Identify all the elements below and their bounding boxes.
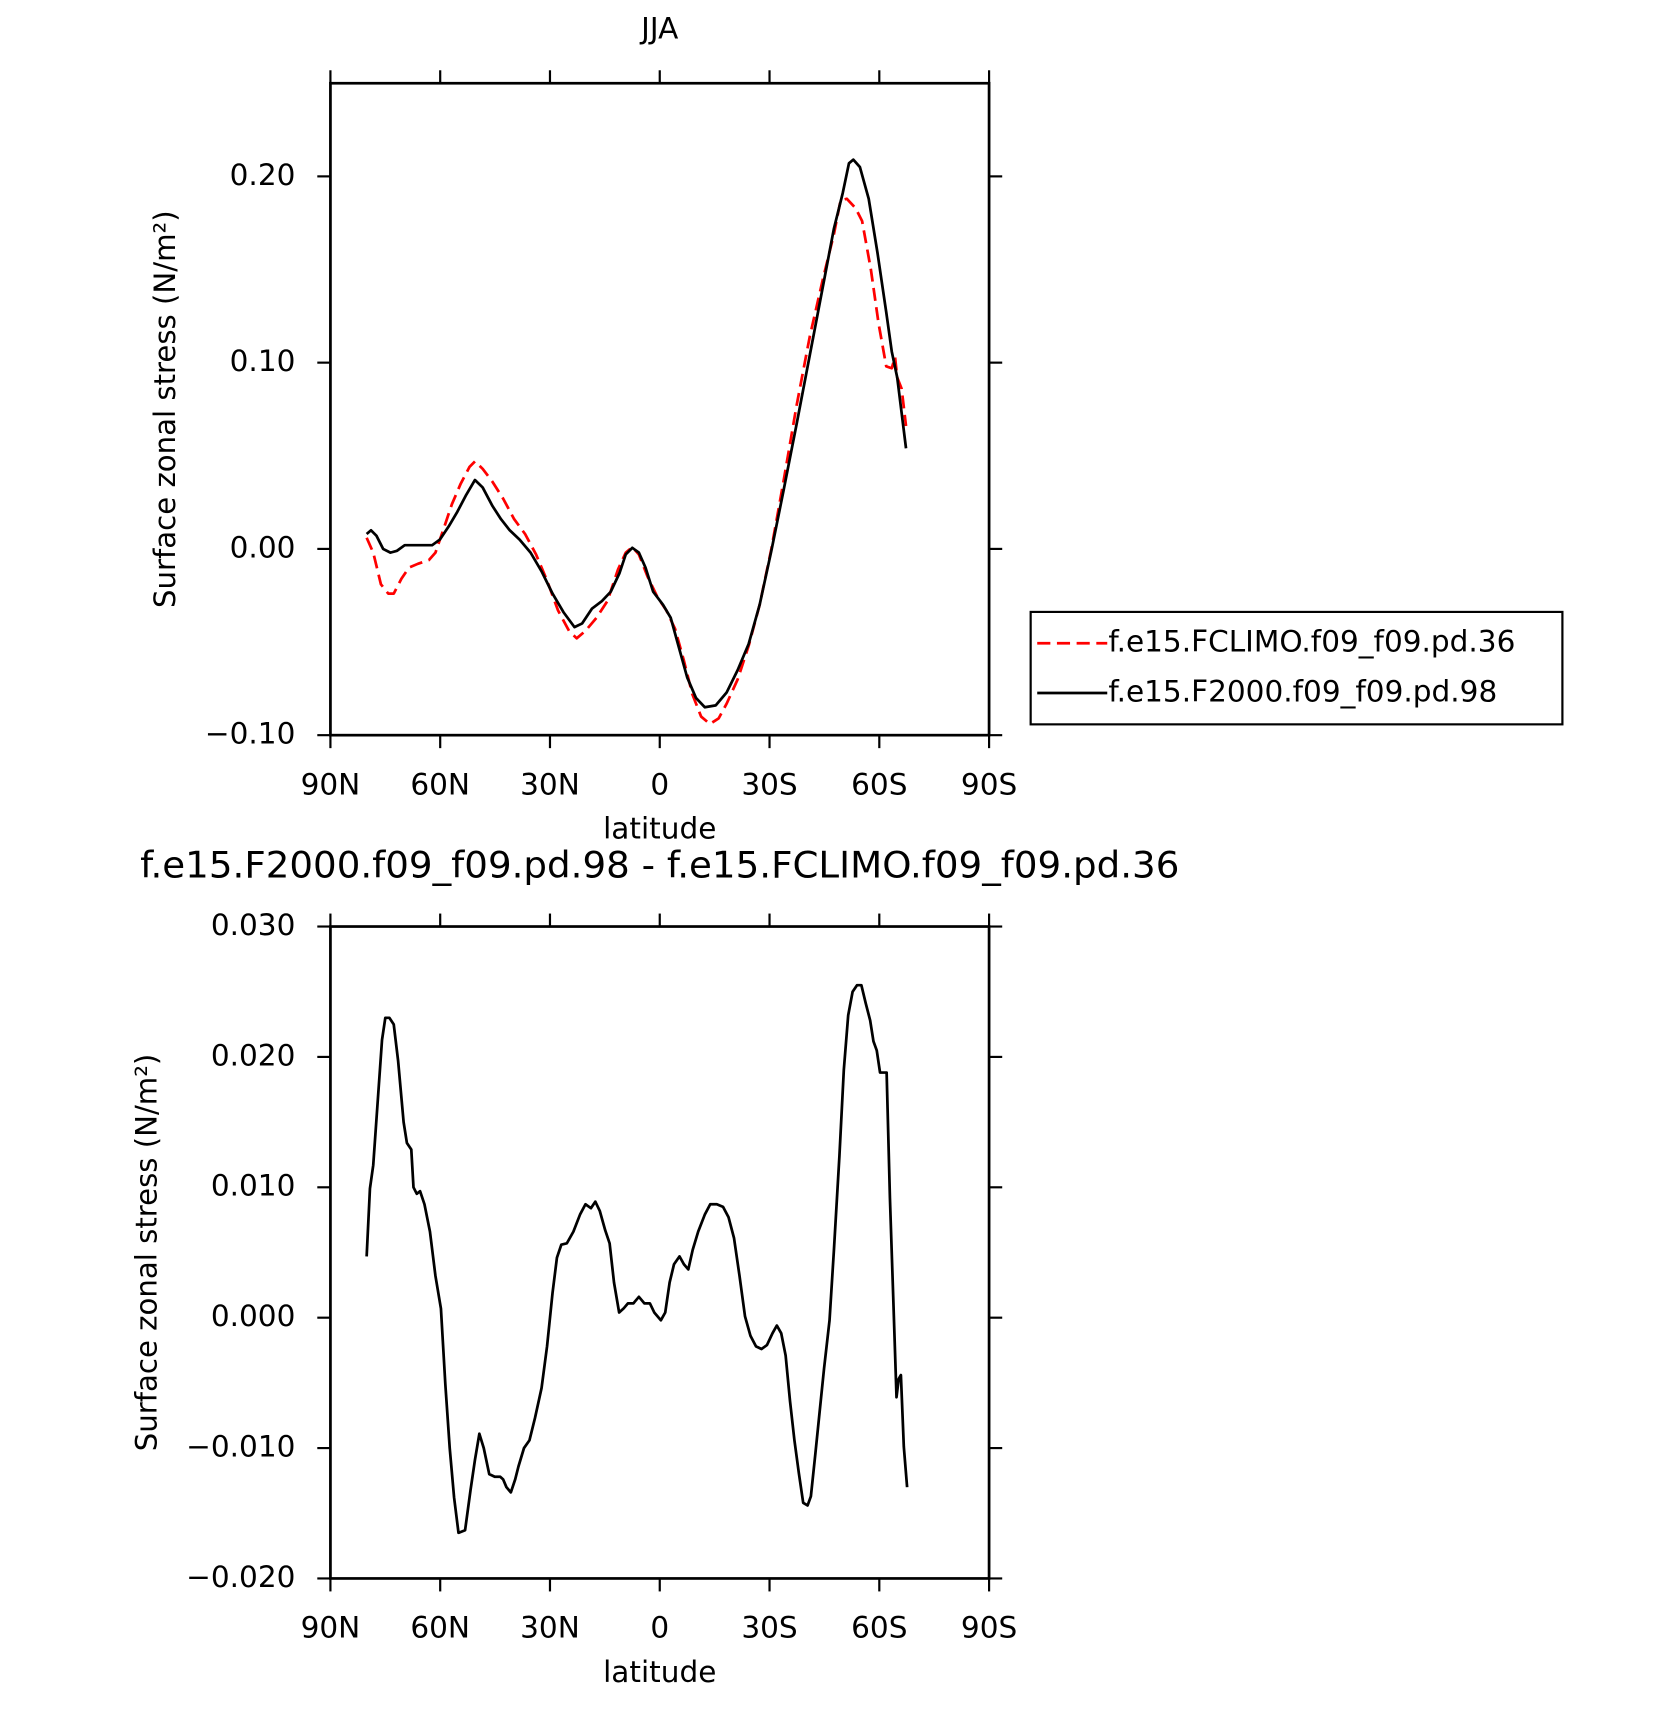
x-tick-label: 60S xyxy=(851,1611,907,1645)
x-tick-label: 90N xyxy=(301,768,361,802)
y-axis-label: Surface zonal stress (N/m²) xyxy=(129,1054,163,1452)
x-axis-label: latitude xyxy=(603,1655,716,1689)
y-tick-label: 0.00 xyxy=(230,531,296,565)
x-tick-label: 30S xyxy=(741,1611,797,1645)
x-tick-label: 0 xyxy=(650,1611,669,1645)
legend-label: f.e15.F2000.f09_f09.pd.98 xyxy=(1108,675,1497,709)
x-tick-label: 0 xyxy=(650,768,669,802)
y-tick-label: 0.030 xyxy=(211,908,296,942)
plot-frame xyxy=(329,81,991,737)
legend-box xyxy=(1029,610,1564,726)
y-tick-label: −0.010 xyxy=(186,1430,295,1464)
x-tick-label: 60N xyxy=(410,768,470,802)
chart-title: JJA xyxy=(639,12,678,46)
y-tick-label: 0.000 xyxy=(211,1299,296,1333)
y-axis-label: Surface zonal stress (N/m²) xyxy=(148,210,182,608)
x-tick-label: 90S xyxy=(961,768,1017,802)
x-tick-label: 90N xyxy=(301,1611,361,1645)
plot-frame xyxy=(329,925,991,1580)
data-line xyxy=(365,158,908,709)
y-tick-label: 0.20 xyxy=(230,158,296,192)
legend-label: f.e15.FCLIMO.f09_f09.pd.36 xyxy=(1108,625,1515,659)
y-tick-label: 0.020 xyxy=(211,1039,296,1073)
x-tick-label: 90S xyxy=(961,1611,1017,1645)
x-tick-label: 60N xyxy=(410,1611,470,1645)
chart-title: f.e15.F2000.f09_f09.pd.98 - f.e15.FCLIMO… xyxy=(140,844,1179,887)
x-tick-label: 30S xyxy=(741,768,797,802)
x-tick-label: 30N xyxy=(520,768,580,802)
data-line xyxy=(365,983,909,1535)
y-tick-label: −0.10 xyxy=(205,717,296,751)
y-tick-label: 0.010 xyxy=(211,1169,296,1203)
x-tick-label: 60S xyxy=(851,768,907,802)
y-tick-label: −0.020 xyxy=(186,1560,295,1594)
x-tick-label: 30N xyxy=(520,1611,580,1645)
y-tick-label: 0.10 xyxy=(230,344,296,378)
x-axis-label: latitude xyxy=(603,812,716,846)
